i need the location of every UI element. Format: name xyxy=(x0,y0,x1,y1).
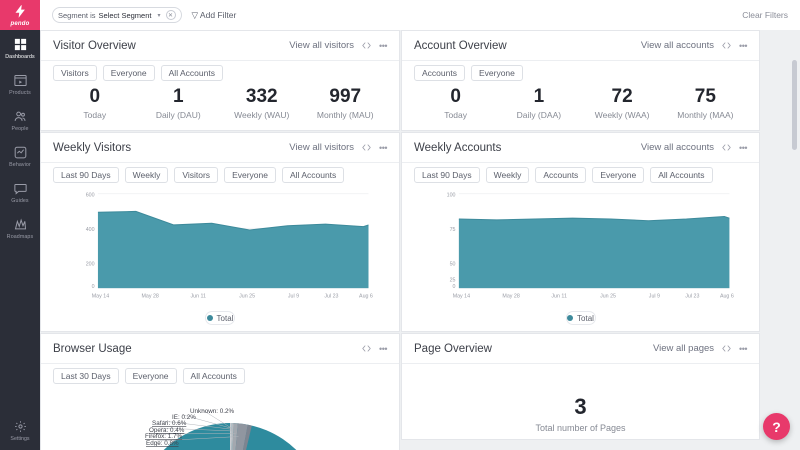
svg-text:0: 0 xyxy=(92,284,95,290)
svg-text:May 28: May 28 xyxy=(502,294,519,300)
svg-text:100: 100 xyxy=(447,193,456,199)
svg-text:75: 75 xyxy=(450,227,456,233)
svg-text:Jun 11: Jun 11 xyxy=(190,294,206,300)
svg-text:Unknown: 0.2%: Unknown: 0.2% xyxy=(190,408,235,415)
svg-text:Jul 9: Jul 9 xyxy=(288,294,299,300)
svg-text:25: 25 xyxy=(450,278,456,284)
svg-text:Edge: 0.8%: Edge: 0.8% xyxy=(146,440,179,447)
svg-text:Jun 25: Jun 25 xyxy=(239,294,255,300)
svg-text:Aug 6: Aug 6 xyxy=(720,294,734,300)
svg-text:May 28: May 28 xyxy=(142,294,159,300)
svg-text:May 14: May 14 xyxy=(453,294,470,300)
svg-text:600: 600 xyxy=(86,193,95,199)
svg-text:200: 200 xyxy=(86,262,95,268)
svg-text:Jun 11: Jun 11 xyxy=(551,294,567,300)
svg-text:Jul 9: Jul 9 xyxy=(649,294,660,300)
svg-text:Safari: 0.6%: Safari: 0.6% xyxy=(152,420,187,427)
svg-text:400: 400 xyxy=(86,227,95,233)
svg-text:Firefox: 1.7%: Firefox: 1.7% xyxy=(145,433,182,440)
svg-text:May 14: May 14 xyxy=(92,294,109,300)
svg-text:Jul 23: Jul 23 xyxy=(324,294,338,300)
svg-text:Jul 23: Jul 23 xyxy=(685,294,699,300)
svg-text:Aug 6: Aug 6 xyxy=(359,294,373,300)
svg-text:Jun 25: Jun 25 xyxy=(600,294,616,300)
svg-text:50: 50 xyxy=(450,262,456,268)
svg-text:0: 0 xyxy=(453,284,456,290)
